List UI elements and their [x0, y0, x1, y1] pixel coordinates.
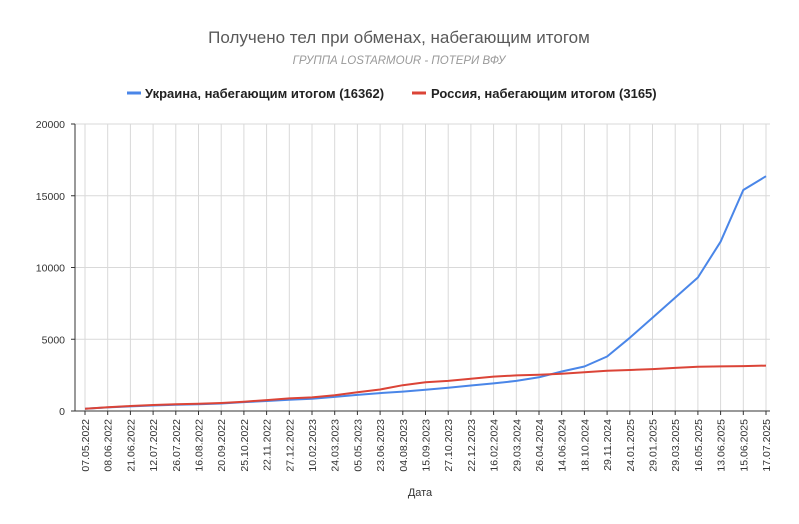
y-tick-label: 0 — [59, 406, 65, 418]
x-tick-label: 24.01.2025 — [625, 419, 637, 472]
y-tick-label: 15000 — [36, 191, 65, 203]
x-tick-label: 25.10.2022 — [239, 419, 251, 472]
x-tick-label: 26.07.2022 — [171, 419, 183, 472]
series-lines — [84, 175, 767, 410]
y-tick-label: 5000 — [42, 334, 66, 346]
x-tick-label: 29.11.2024 — [602, 419, 614, 471]
x-tick-label: 23.06.2023 — [375, 419, 387, 472]
x-tick-label: 16.05.2025 — [693, 419, 705, 472]
x-tick-label: 15.09.2023 — [421, 419, 433, 472]
x-axis-title: Дата — [408, 487, 433, 499]
y-tick-label: 20000 — [36, 119, 65, 131]
series-line-russia — [84, 364, 767, 410]
x-tick-label: 14.06.2024 — [557, 419, 569, 472]
x-tick-label: 10.02.2023 — [307, 419, 319, 472]
x-tick-label: 20.09.2022 — [216, 419, 228, 472]
chart-title: Получено тел при обменах, набегающим ито… — [208, 28, 590, 47]
x-tick-label: 27.10.2023 — [443, 419, 455, 472]
x-tick-label: 12.07.2022 — [148, 419, 160, 472]
x-axis-ticks: 07.05.2022 08.06.2022 21.06.2022 12.07.2022… — [80, 411, 773, 472]
x-tick-label: 29.03.2025 — [670, 419, 682, 472]
x-tick-label: 15.06.2025 — [738, 419, 750, 472]
legend-label-ukraine: Украина, набегающим итогом (16362) — [145, 86, 384, 101]
gridlines — [75, 123, 770, 411]
x-tick-label: 17.07.2025 — [761, 419, 773, 472]
x-tick-label: 16.08.2022 — [194, 419, 206, 472]
y-tick-label: 10000 — [36, 263, 65, 275]
x-tick-label: 27.12.2022 — [284, 419, 296, 472]
x-tick-label: 29.03.2024 — [511, 419, 523, 472]
x-tick-label: 04.08.2023 — [398, 419, 410, 472]
x-tick-label: 16.02.2024 — [489, 419, 501, 472]
legend-label-russia: Россия, набегающим итогом (3165) — [431, 86, 657, 101]
chart-subtitle: ГРУППА LOSTARMOUR - ПОТЕРИ ВФУ — [293, 55, 507, 67]
x-tick-label: 05.05.2023 — [352, 419, 364, 472]
x-tick-label: 07.05.2022 — [80, 419, 92, 472]
x-tick-label: 29.01.2025 — [648, 419, 660, 472]
legend: Украина, набегающим итогом (16362) Росси… — [127, 86, 657, 101]
x-tick-label: 21.06.2022 — [125, 419, 137, 472]
x-tick-label: 13.06.2025 — [716, 419, 728, 472]
x-tick-label: 22.11.2022 — [262, 419, 274, 471]
x-tick-label: 22.12.2023 — [466, 419, 478, 472]
x-tick-label: 18.10.2024 — [579, 419, 591, 472]
x-tick-label: 26.04.2024 — [534, 419, 546, 472]
x-tick-label: 08.06.2022 — [103, 419, 115, 472]
x-tick-label: 24.03.2023 — [330, 419, 342, 472]
y-axis-ticks: 0 5000 10000 15000 20000 — [36, 119, 75, 418]
